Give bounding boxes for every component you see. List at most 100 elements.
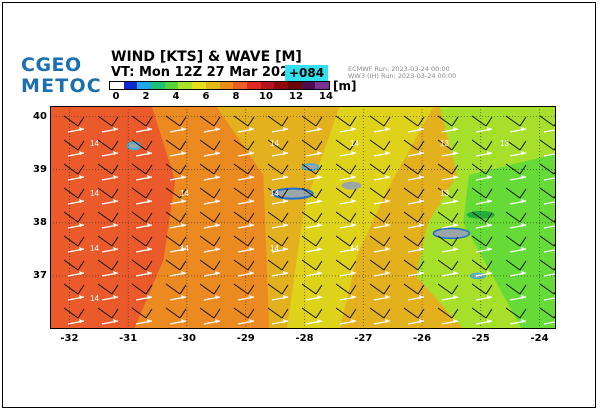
wind-barb-feather xyxy=(213,140,221,151)
wind-barb-feather xyxy=(349,308,357,319)
wave-arrow-head xyxy=(181,151,186,155)
wave-arrow-head xyxy=(147,271,152,275)
wave-colorbar xyxy=(109,81,330,90)
wave-arrow-head xyxy=(79,199,84,203)
colorbar-swatch xyxy=(315,82,329,89)
wind-barb-feather xyxy=(315,284,323,295)
wind-barb xyxy=(369,307,385,319)
wind-barb-feather xyxy=(111,188,119,199)
wind-barb xyxy=(233,283,249,295)
wind-barb xyxy=(97,163,113,175)
wind-barb xyxy=(539,283,555,295)
wave-arrow-head xyxy=(249,295,254,299)
wind-barb xyxy=(437,211,453,223)
wave-arrow-head xyxy=(351,151,356,155)
wind-barb xyxy=(131,211,147,223)
wave-arrow-head xyxy=(249,127,254,131)
wave-arrow-head xyxy=(351,271,356,275)
wind-barb-feather xyxy=(519,164,527,175)
wind-barb xyxy=(63,283,79,295)
longitude-tick-label: -28 xyxy=(295,333,314,344)
wind-barb xyxy=(301,187,317,199)
wind-barb xyxy=(403,139,419,151)
wave-arrow-head xyxy=(181,247,186,251)
cgeo-metoc-logo: CGEO METOC xyxy=(21,55,101,97)
wave-arrow-head xyxy=(79,295,84,299)
wave-arrow-head xyxy=(249,271,254,275)
wave-arrow-head xyxy=(113,271,118,275)
wind-barb xyxy=(369,187,385,199)
wind-barb xyxy=(301,307,317,319)
colorbar-tick-label: 4 xyxy=(172,91,180,102)
wind-barb xyxy=(471,259,487,271)
wave-arrow-head xyxy=(351,247,356,251)
wave-arrow-head xyxy=(147,175,152,179)
wind-barb-feather xyxy=(383,140,391,151)
wave-arrow-head xyxy=(147,319,152,323)
wind-barb xyxy=(267,187,283,199)
wave-arrow-head xyxy=(487,223,492,227)
wind-barb xyxy=(63,187,79,199)
wave-arrow-head xyxy=(249,223,254,227)
wind-barb-feather xyxy=(247,164,255,175)
wave-arrow-head xyxy=(181,175,186,179)
wind-barb xyxy=(437,307,453,319)
wind-barb xyxy=(437,235,453,247)
wave-arrow-head xyxy=(147,127,152,131)
wind-barb-feather xyxy=(213,188,221,199)
wave-arrow-head xyxy=(215,127,220,131)
wind-barb xyxy=(199,139,215,151)
colorbar-swatch xyxy=(205,82,220,89)
wind-barb-feather xyxy=(111,116,119,127)
wave-arrow-head xyxy=(283,199,288,203)
wave-arrow-head xyxy=(215,319,220,323)
wind-barb xyxy=(505,235,521,247)
wave-arrow-head xyxy=(521,295,526,299)
wave-arrow-head xyxy=(283,151,288,155)
wind-barb xyxy=(471,187,487,199)
colorbar-swatch xyxy=(246,82,261,89)
wind-barb xyxy=(199,235,215,247)
wave-arrow-head xyxy=(351,223,356,227)
wind-barb-feather xyxy=(315,260,323,271)
wind-barb-feather xyxy=(213,260,221,271)
wind-barb-feather xyxy=(383,284,391,295)
wind-barb xyxy=(471,307,487,319)
wave-arrow-head xyxy=(79,127,84,131)
wind-barb xyxy=(539,115,555,127)
wind-barb-feather xyxy=(145,284,153,295)
wave-height-label: 13 xyxy=(440,189,449,198)
colorbar-swatch xyxy=(192,82,206,89)
wave-arrow-head xyxy=(453,295,458,299)
run-info-ecmwf: ECMWF Run: 2023-03-24 00:00 xyxy=(348,65,450,73)
map-panel: 14 14 14 14 14 14 14 14 14 14 14 13 13 13 xyxy=(50,106,561,329)
wave-arrow-head xyxy=(181,199,186,203)
wind-barb xyxy=(131,283,147,295)
wind-barb-feather xyxy=(77,164,85,175)
colorbar-swatch xyxy=(301,82,316,89)
wave-arrow-head xyxy=(249,247,254,251)
wind-barb-feather xyxy=(281,308,289,319)
wind-barb xyxy=(471,235,487,247)
longitude-tick-label: -30 xyxy=(177,333,196,344)
wind-barb xyxy=(505,115,521,127)
wind-barb xyxy=(539,139,555,151)
wind-barb-feather xyxy=(315,308,323,319)
wind-barb xyxy=(267,139,283,151)
wave-arrow-head xyxy=(317,247,322,251)
wave-arrow-head xyxy=(147,151,152,155)
wind-barb-feather xyxy=(485,188,493,199)
wave-arrow-head xyxy=(453,151,458,155)
wind-barb-feather xyxy=(417,260,425,271)
wind-barb xyxy=(437,139,453,151)
wind-barb-feather xyxy=(247,308,255,319)
wind-barb xyxy=(335,187,351,199)
wave-arrow-head xyxy=(317,319,322,323)
wind-barb xyxy=(369,211,385,223)
logo-line-2: METOC xyxy=(21,75,102,97)
wind-barb xyxy=(505,163,521,175)
wind-barb xyxy=(301,235,317,247)
wind-barb-feather xyxy=(349,260,357,271)
run-info-ww3: WW3 (IH) Run: 2023-03-24 00:00 xyxy=(348,72,457,80)
wind-barb-feather xyxy=(179,260,187,271)
